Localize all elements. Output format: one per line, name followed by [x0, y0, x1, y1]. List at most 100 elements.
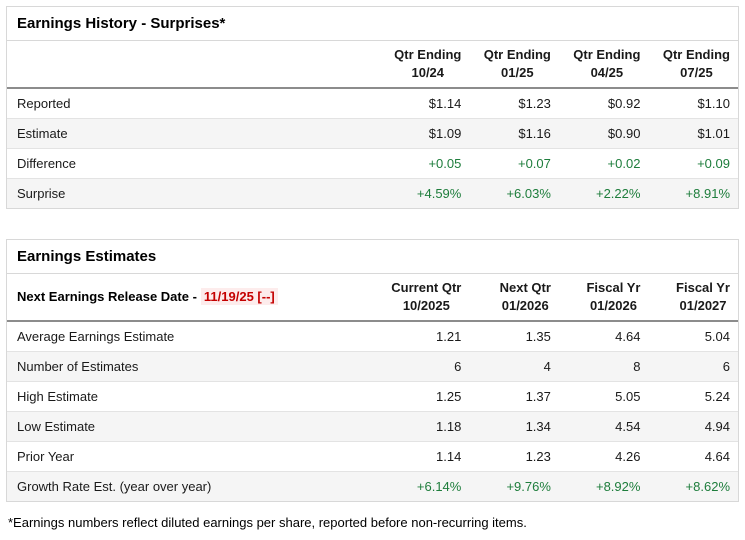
cell-value: 5.04 [648, 321, 738, 353]
row-label: Prior Year [7, 441, 380, 473]
col-header-q1: Qtr Ending 10/24 [379, 40, 470, 90]
col-header-line2: 07/25 [680, 64, 713, 80]
col-header-text: Qtr Ending 01/25 [484, 46, 551, 81]
cell-value: 8 [558, 351, 649, 383]
col-header-text: Qtr Ending 07/25 [663, 46, 730, 81]
cell-value: +6.03% [506, 186, 551, 202]
col-header-line2: 10/2025 [402, 297, 450, 313]
cell-value: $1.10 [648, 88, 738, 120]
cell-value: +4.59% [416, 186, 462, 202]
cell-value: $1.14 [379, 88, 470, 120]
cell-value: +8.91% [685, 186, 730, 202]
cell-value: 4.54 [558, 411, 649, 443]
row-label: Difference [7, 148, 380, 180]
earnings-history-panel: Earnings History - Surprises* Qtr Ending… [6, 6, 739, 210]
cell-value: +0.05 [379, 148, 470, 180]
cell-value: 4.64 [648, 441, 738, 473]
earnings-history-table: Qtr Ending 10/24 Qtr Ending 01/25 Qtr En… [7, 40, 738, 209]
row-label: High Estimate [7, 381, 380, 413]
cell-value: 5.24 [648, 381, 738, 413]
cell-value: +6.14% [416, 479, 462, 495]
row-label: Number of Estimates [7, 351, 380, 383]
earnings-estimates-title: Earnings Estimates [17, 248, 157, 266]
cell-value: 4.26 [558, 441, 649, 473]
row-label: Estimate [7, 118, 380, 150]
cell-value: $0.92 [558, 88, 649, 120]
cell-value: 1.34 [469, 411, 559, 443]
cell-value: 4 [469, 351, 559, 383]
header-empty-cell [7, 40, 380, 90]
release-date-label: Next Earnings Release Date - [17, 289, 197, 305]
col-header-line2: 01/2026 [589, 297, 637, 313]
cell-value: 1.21 [379, 321, 470, 353]
col-header-line2: 04/25 [590, 64, 624, 80]
cell-value: +0.09 [648, 148, 738, 180]
col-header-line2: 10/24 [411, 64, 445, 80]
cell-value: +0.07 [469, 148, 559, 180]
cell-value: 1.35 [469, 321, 559, 353]
cell-value: 1.25 [379, 381, 470, 413]
col-header-next-qtr: Next Qtr 01/2026 [469, 273, 559, 323]
col-header-line1: Qtr Ending [394, 47, 462, 62]
col-header-text: Current Qtr 10/2025 [391, 279, 461, 314]
col-header-line1: Qtr Ending [662, 47, 730, 62]
cell-value: 6 [379, 351, 470, 383]
cell-value: $1.16 [469, 118, 559, 150]
next-earnings-release-cell: Next Earnings Release Date -11/19/25 [--… [7, 273, 380, 323]
col-header-line1: Fiscal Yr [586, 280, 641, 296]
cell-value: $1.23 [469, 88, 559, 120]
cell-value: 4.94 [648, 411, 738, 443]
col-header-text: Fiscal Yr 01/2026 [586, 279, 640, 314]
panel-gap [6, 209, 739, 239]
col-header-text: Qtr Ending 10/24 [394, 46, 461, 81]
col-header-line1: Qtr Ending [483, 47, 551, 62]
row-label: Growth Rate Est. (year over year) [17, 479, 212, 495]
cell-value: +2.22% [595, 186, 641, 202]
table-row-difference: Difference +0.05 +0.07 +0.02 +0.09 [7, 148, 738, 180]
row-label: Reported [7, 88, 380, 120]
col-header-line1: Fiscal Yr [676, 280, 730, 296]
row-label: Low Estimate [7, 411, 380, 443]
cell-value: $1.09 [379, 118, 470, 150]
cell-value: 6 [648, 351, 738, 383]
row-label: Average Earnings Estimate [7, 321, 380, 353]
cell-value: +8.62% [685, 479, 730, 495]
cell-value: 4.64 [558, 321, 649, 353]
cell-value: 5.05 [558, 381, 649, 413]
col-header-line2: 01/2027 [679, 297, 727, 313]
col-header-text: Next Qtr 01/2026 [500, 279, 551, 314]
col-header-current-qtr: Current Qtr 10/2025 [379, 273, 470, 323]
table-row-reported: Reported $1.14 $1.23 $0.92 $1.10 [7, 88, 738, 120]
col-header-fiscal-yr-1: Fiscal Yr 01/2026 [558, 273, 649, 323]
row-label: Surprise [17, 186, 66, 202]
col-header-q2: Qtr Ending 01/25 [469, 40, 559, 90]
table-row-prior-year: Prior Year 1.14 1.23 4.26 4.64 [7, 441, 738, 473]
col-header-fiscal-yr-2: Fiscal Yr 01/2027 [648, 273, 738, 323]
col-header-line1: Current Qtr [391, 280, 462, 296]
table-row-high-estimate: High Estimate 1.25 1.37 5.05 5.24 [7, 381, 738, 413]
table-row-surprise: Surprise +4.59% +6.03% +2.22% +8.91% [7, 178, 738, 209]
table-row-number-of-estimates: Number of Estimates 6 4 8 6 [7, 351, 738, 383]
cell-value: 1.18 [379, 411, 470, 443]
estimates-header-row: Next Earnings Release Date -11/19/25 [--… [7, 273, 738, 323]
col-header-q4: Qtr Ending 07/25 [648, 40, 738, 90]
table-row-low-estimate: Low Estimate 1.18 1.34 4.54 4.94 [7, 411, 738, 443]
col-header-line1: Qtr Ending [573, 47, 641, 62]
table-row-growth-rate: Growth Rate Est. (year over year) +6.14%… [7, 471, 738, 502]
col-header-line2: 01/2026 [501, 297, 549, 313]
col-header-text: Qtr Ending 04/25 [573, 46, 640, 81]
col-header-q3: Qtr Ending 04/25 [558, 40, 649, 90]
cell-value: 1.23 [469, 441, 559, 473]
col-header-line2: 01/25 [501, 64, 534, 80]
cell-value: 1.14 [379, 441, 470, 473]
cell-value: $0.90 [558, 118, 649, 150]
cell-value: $1.01 [648, 118, 738, 150]
col-header-line1: Next Qtr [499, 280, 551, 296]
release-date-value[interactable]: 11/19/25 [--] [200, 288, 278, 306]
cell-value: +9.76% [506, 479, 551, 495]
earnings-history-title: Earnings History - Surprises* [17, 15, 226, 32]
earnings-footnote: *Earnings numbers reflect diluted earnin… [8, 515, 527, 531]
cell-value: 1.37 [469, 381, 559, 413]
col-header-text: Fiscal Yr 01/2027 [676, 279, 730, 314]
history-header-row: Qtr Ending 10/24 Qtr Ending 01/25 Qtr En… [7, 40, 738, 90]
